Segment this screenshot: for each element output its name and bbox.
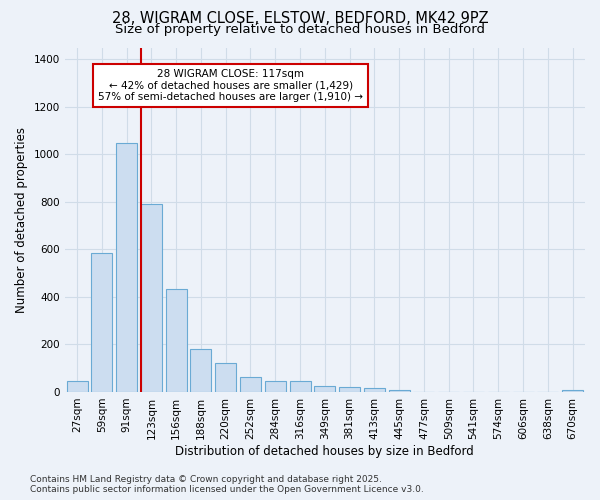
Bar <box>240 376 261 392</box>
Bar <box>314 386 335 392</box>
Text: 28, WIGRAM CLOSE, ELSTOW, BEDFORD, MK42 9PZ: 28, WIGRAM CLOSE, ELSTOW, BEDFORD, MK42 … <box>112 11 488 26</box>
X-axis label: Distribution of detached houses by size in Bedford: Distribution of detached houses by size … <box>175 444 474 458</box>
Bar <box>67 380 88 392</box>
Bar <box>562 390 583 392</box>
Bar <box>141 204 162 392</box>
Bar <box>290 380 311 392</box>
Text: Size of property relative to detached houses in Bedford: Size of property relative to detached ho… <box>115 22 485 36</box>
Bar <box>389 390 410 392</box>
Text: Contains HM Land Registry data © Crown copyright and database right 2025.
Contai: Contains HM Land Registry data © Crown c… <box>30 474 424 494</box>
Y-axis label: Number of detached properties: Number of detached properties <box>15 126 28 312</box>
Bar <box>364 388 385 392</box>
Bar <box>265 380 286 392</box>
Text: 28 WIGRAM CLOSE: 117sqm
← 42% of detached houses are smaller (1,429)
57% of semi: 28 WIGRAM CLOSE: 117sqm ← 42% of detache… <box>98 69 363 102</box>
Bar <box>215 363 236 392</box>
Bar <box>190 349 211 392</box>
Bar <box>116 143 137 392</box>
Bar <box>339 386 360 392</box>
Bar <box>91 253 112 392</box>
Bar <box>166 290 187 392</box>
